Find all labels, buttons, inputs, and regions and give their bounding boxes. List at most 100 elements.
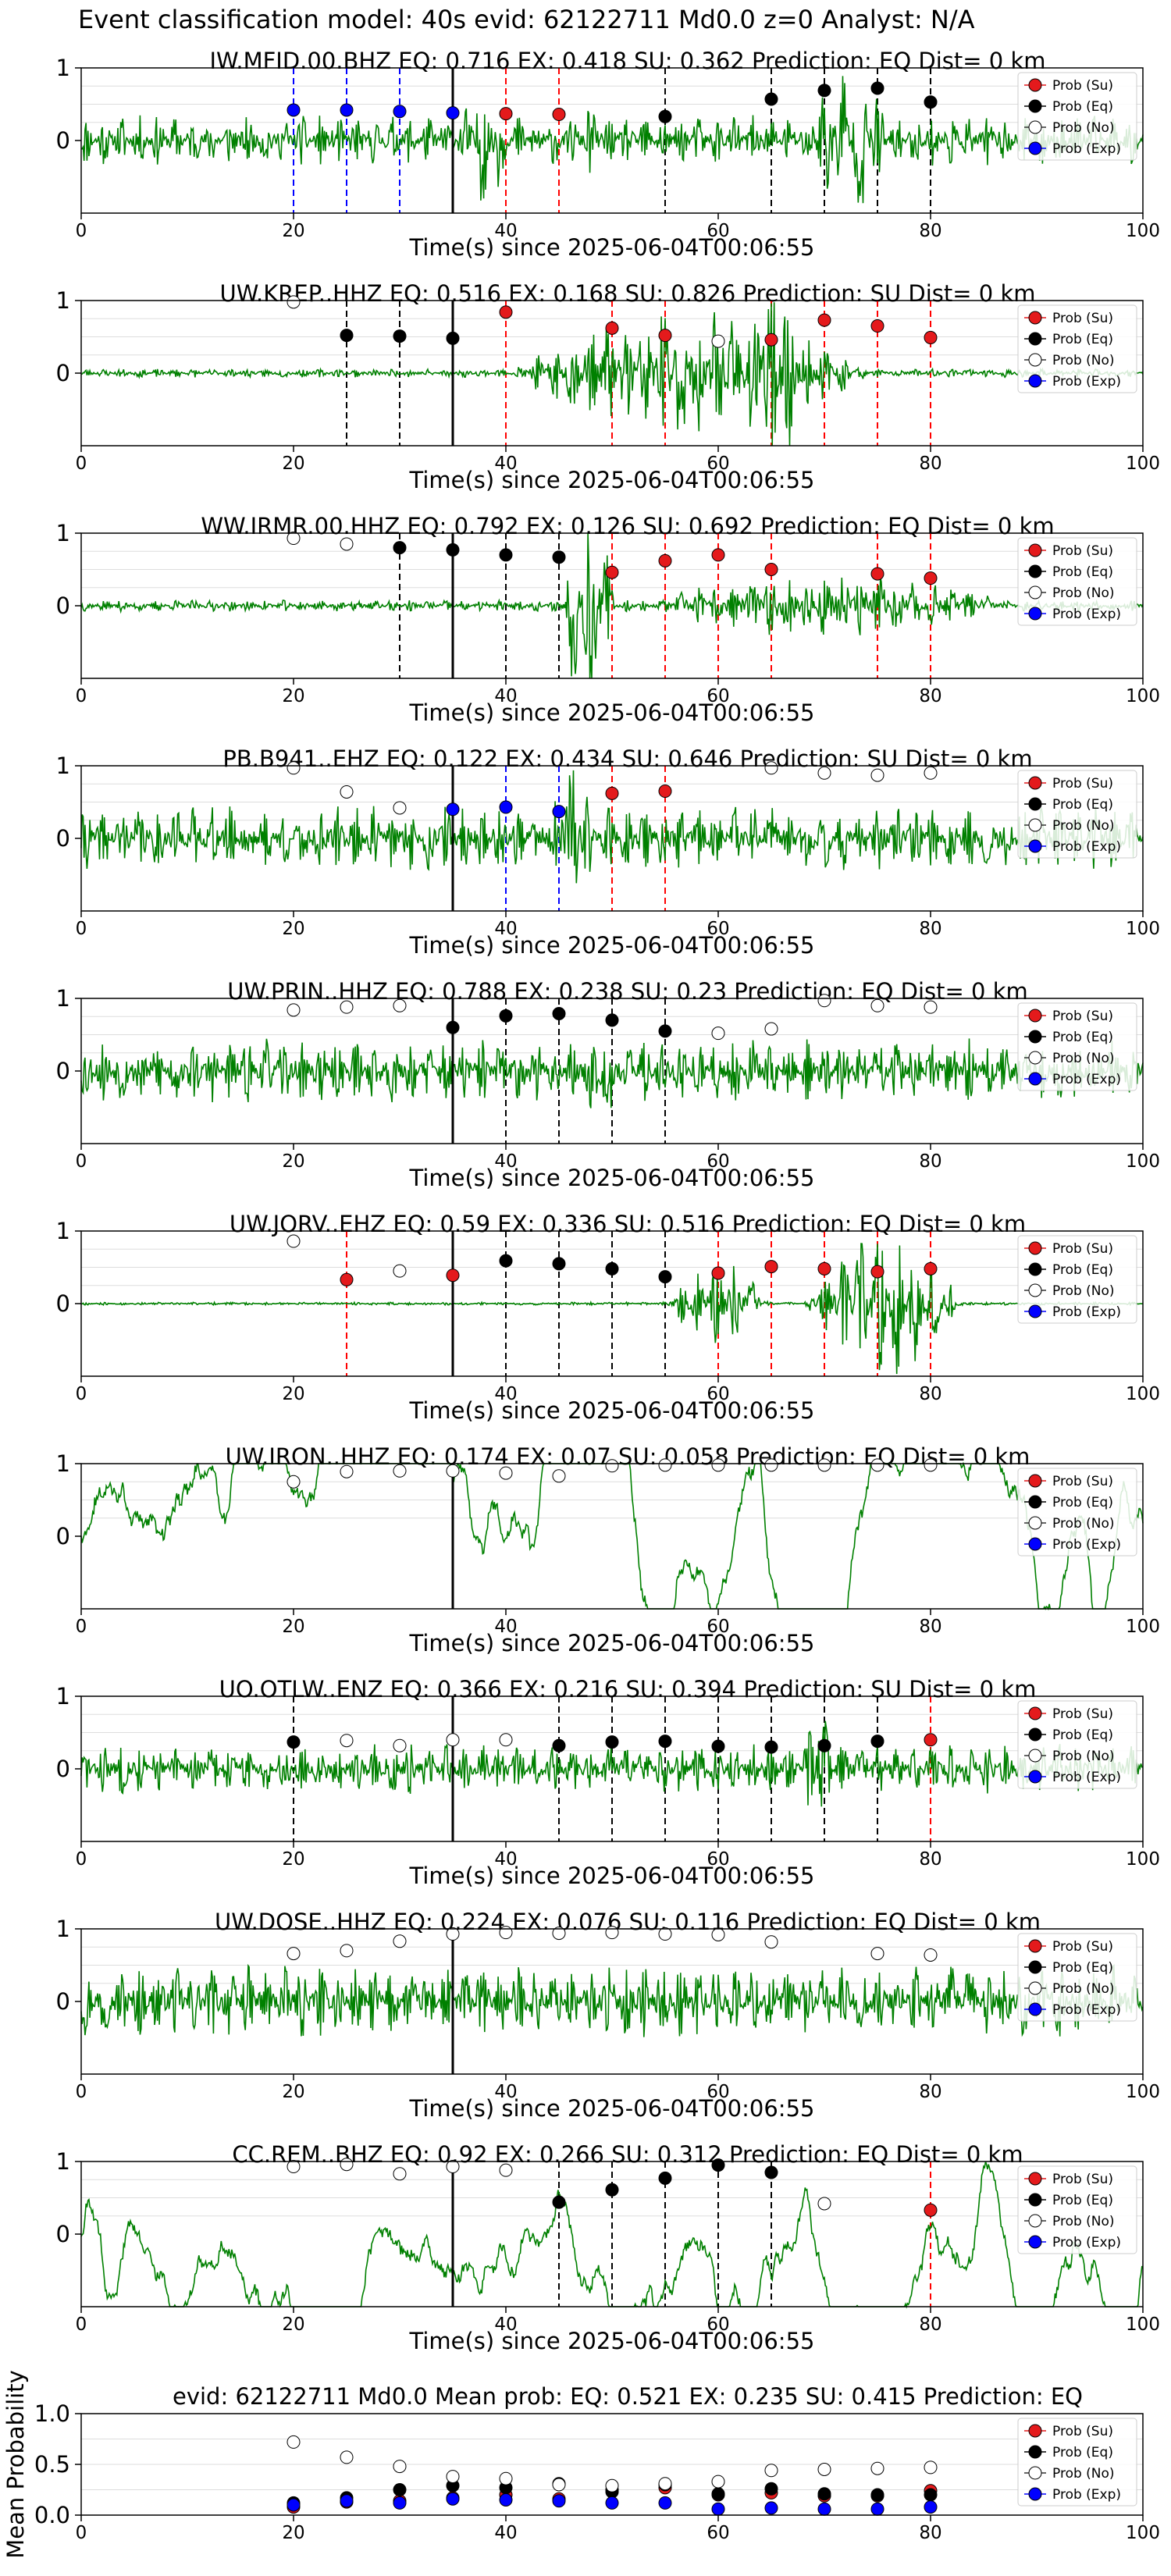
- panel-9-ytick-label: 0: [56, 1988, 70, 2015]
- panel-2-legend-label-su: Prob (Su): [1052, 311, 1113, 326]
- panel-8-point-eq: [817, 1738, 831, 1752]
- panel-8-legend-marker-no: [1028, 1749, 1042, 1763]
- panel-2-legend-marker-exp: [1028, 374, 1042, 388]
- mean-point-exp: [817, 2502, 831, 2516]
- panel-1-point-su: [499, 107, 513, 121]
- panel-3-legend-marker-exp: [1028, 607, 1042, 621]
- panel-3-xtick-label: 20: [282, 686, 304, 706]
- panel-4-legend-label-eq: Prob (Eq): [1052, 797, 1113, 813]
- panel-5-legend-label-exp: Prob (Exp): [1052, 1072, 1121, 1087]
- panel-4-title: PB.B941..EHZ EQ: 0.122 EX: 0.434 SU: 0.6…: [222, 745, 1032, 772]
- panel-5-point-eq: [499, 1009, 513, 1023]
- panel-4-point-exp: [552, 805, 566, 819]
- panel-10-point-eq: [605, 2183, 619, 2197]
- panel-10-point-no: [287, 2160, 301, 2174]
- panel-7-ytick-label: 0: [56, 1523, 70, 1550]
- panel-8-xtick-label: 100: [1126, 1849, 1160, 1870]
- panel-5-legend-marker-eq: [1028, 1030, 1042, 1044]
- panel-7-waveform: [80, 1461, 1144, 1611]
- panel-6-point-no: [287, 1234, 301, 1248]
- panel-10-legend-marker-no: [1028, 2214, 1042, 2228]
- panel-2-legend-label-exp: Prob (Exp): [1052, 374, 1121, 390]
- panel-3-point-su: [658, 553, 672, 568]
- panel-2-point-su: [870, 319, 884, 333]
- panel-3-xtick-label: 100: [1126, 686, 1160, 706]
- panel-8-xtick-label: 20: [282, 1849, 304, 1870]
- panel-8-legend-label-no: Prob (No): [1052, 1749, 1115, 1764]
- mean-point-no: [552, 2478, 566, 2492]
- panel-11-legend-marker-exp: [1028, 2487, 1042, 2501]
- panel-1-ytick-label: 1: [56, 55, 70, 81]
- panel-2-xtick-label: 80: [919, 454, 941, 474]
- panel-8-xtick-label: 60: [707, 1849, 729, 1870]
- panel-2-point-no: [287, 295, 301, 309]
- panel-9-legend-box: [1017, 1933, 1137, 2022]
- panel-9-point-no: [287, 1947, 301, 1961]
- panel-5-point-eq: [446, 1020, 460, 1034]
- panel-7: UW.IRON..HHZ EQ: 0.174 EX: 0.07 SU: 0.05…: [56, 1443, 1160, 1656]
- panel-7-point-no: [446, 1464, 460, 1478]
- panel-3-xtick-label: 80: [919, 686, 941, 706]
- panel-5-point-no: [340, 1000, 354, 1014]
- panel-3-xtick-label: 60: [707, 686, 729, 706]
- mean-point-exp: [552, 2494, 566, 2508]
- panel-7-point-no: [287, 1475, 301, 1489]
- panel-9-point-no: [658, 1927, 672, 1941]
- panel-2-point-su: [817, 313, 831, 327]
- panel-2-legend-marker-eq: [1028, 332, 1042, 346]
- panel-9-xtick-label: 60: [707, 2082, 729, 2102]
- panel-11-ytick-label: 0.0: [34, 2502, 70, 2528]
- panel-8-xtick-label: 0: [76, 1849, 87, 1870]
- panel-2-point-no: [711, 334, 725, 348]
- panel-1-xtick-label: 100: [1126, 221, 1160, 241]
- panel-1-xtick-label: 80: [919, 221, 941, 241]
- panel-1-point-exp: [340, 103, 354, 117]
- panel-11-xtick-label: 40: [494, 2523, 517, 2543]
- panel-7-xtick-label: 0: [76, 1617, 87, 1637]
- panel-8-xtick-label: 80: [919, 1849, 941, 1870]
- mean-point-exp: [446, 2492, 460, 2506]
- panel-7-point-no: [552, 1469, 566, 1483]
- panel-4-point-su: [658, 785, 672, 799]
- panel-8-point-su: [924, 1733, 938, 1747]
- panel-5-xtick-label: 60: [707, 1151, 729, 1172]
- panel-9-legend-marker-no: [1028, 1981, 1042, 1995]
- panel-8-point-eq: [870, 1735, 884, 1749]
- panel-11-legend-marker-no: [1028, 2466, 1042, 2480]
- panel-1-point-exp: [287, 103, 301, 117]
- panel-8: UO.OTLW..ENZ EQ: 0.366 EX: 0.216 SU: 0.3…: [56, 1676, 1160, 1889]
- panel-7-legend-label-exp: Prob (Exp): [1052, 1537, 1121, 1553]
- panel-7-point-no: [764, 1458, 778, 1472]
- panel-8-point-no: [340, 1734, 354, 1748]
- panel-7-point-no: [340, 1464, 354, 1478]
- panel-8-xtick-label: 40: [494, 1849, 517, 1870]
- panel-10-ytick-label: 1: [56, 2148, 70, 2175]
- panel-5-xtick-label: 40: [494, 1151, 517, 1172]
- mean-point-no: [393, 2460, 407, 2474]
- panel-3-point-su: [764, 563, 778, 576]
- panel-11-xtick-label: 80: [919, 2523, 941, 2543]
- panel-6-xlabel: Time(s) since 2025-06-04T00:06:55: [409, 1397, 815, 1424]
- panel-2-point-su: [658, 329, 672, 343]
- panel-10-legend-marker-su: [1028, 2172, 1042, 2186]
- panel-1-xtick-label: 0: [76, 221, 87, 241]
- panel-6-xtick-label: 40: [494, 1384, 517, 1404]
- mean-point-eq: [711, 2487, 725, 2501]
- panel-1-legend-marker-su: [1028, 78, 1042, 92]
- panel-4-legend-marker-eq: [1028, 797, 1042, 811]
- panel-9-point-no: [499, 1926, 513, 1940]
- mean-point-no: [711, 2475, 725, 2489]
- panel-7-xtick-label: 40: [494, 1617, 517, 1637]
- panel-9-point-no: [924, 1948, 938, 1962]
- mean-point-exp: [393, 2496, 407, 2510]
- panel-11-legend-label-su: Prob (Su): [1052, 2424, 1113, 2439]
- panel-10-xtick-label: 100: [1126, 2314, 1160, 2335]
- panel-10-title: CC.REM..BHZ EQ: 0.92 EX: 0.266 SU: 0.312…: [232, 2141, 1023, 2168]
- panel-2-point-eq: [340, 329, 354, 343]
- panel-7-legend-label-eq: Prob (Eq): [1052, 1495, 1113, 1510]
- mean-point-no: [764, 2464, 778, 2478]
- panel-8-legend-marker-eq: [1028, 1727, 1042, 1742]
- panel-3-point-su: [605, 565, 619, 579]
- panel-5-point-no: [817, 994, 831, 1008]
- panel-4-point-no: [764, 761, 778, 775]
